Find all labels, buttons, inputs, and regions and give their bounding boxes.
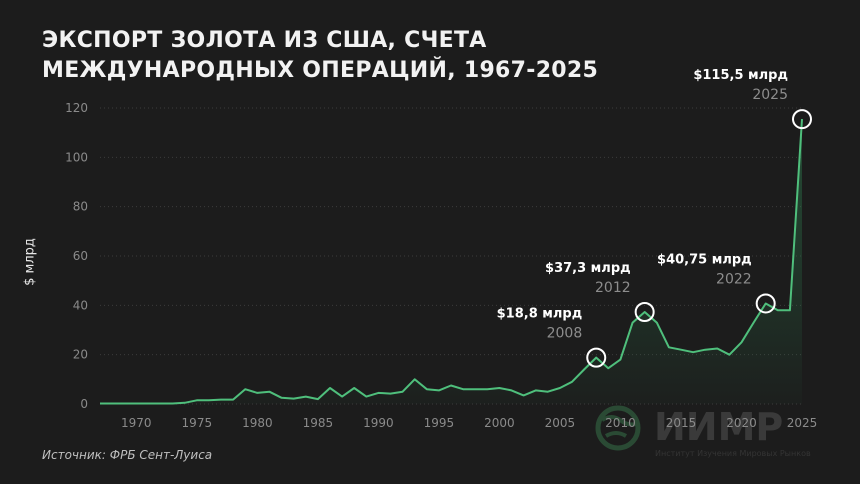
annotation-year: 2025 [752, 87, 788, 103]
y-tick-label: 60 [73, 249, 88, 263]
annotation-year: 2022 [716, 271, 752, 287]
x-tick-label: 1995 [424, 416, 455, 430]
watermark-name: ИИМР [654, 405, 783, 449]
x-tick-label: 2025 [787, 416, 818, 430]
watermark-logo: ИИМР Институт Изучения Мировых Рынков [595, 405, 811, 458]
source-note: Источник: ФРБ Сент-Луиса [42, 448, 213, 462]
highlight-marker [792, 109, 812, 130]
x-tick-label: 1975 [182, 416, 213, 430]
x-tick-label: 1970 [121, 416, 152, 430]
highlight-marker [755, 293, 776, 314]
y-tick-label: 100 [65, 150, 88, 164]
chart-title: ЭКСПОРТ ЗОЛОТА ИЗ США, СЧЕТА МЕЖДУНАРОДН… [42, 28, 599, 83]
annotation-value: $18,8 млрд [497, 307, 583, 322]
x-tick-label: 2010 [605, 416, 636, 430]
x-tick-label: 2005 [545, 416, 576, 430]
x-tick-label: 2000 [484, 416, 515, 430]
series-line [100, 119, 803, 405]
x-tick-label: 2015 [666, 416, 697, 430]
x-tick-label: 1980 [242, 416, 273, 430]
y-tick-label: 20 [73, 348, 88, 362]
annotation-year: 2008 [547, 326, 583, 342]
annotation-value: $40,75 млрд [657, 252, 752, 267]
y-tick-label: 40 [73, 298, 88, 312]
globe-icon [595, 405, 641, 451]
watermark-subtitle: Институт Изучения Мировых Рынков [655, 449, 811, 458]
x-tick-label: 2020 [726, 416, 757, 430]
y-tick-label: 120 [65, 101, 88, 115]
area-fill [100, 119, 802, 404]
x-tick-label: 1990 [363, 416, 394, 430]
highlight-marker [586, 347, 607, 368]
y-tick-label: 0 [80, 397, 88, 411]
x-tick-label: 1985 [303, 416, 334, 430]
annotation-value: $37,3 млрд [545, 261, 631, 276]
y-tick-label: 80 [73, 200, 88, 214]
highlight-marker [634, 301, 655, 322]
annotation-year: 2012 [595, 280, 631, 296]
annotation-value: $115,5 млрд [693, 68, 788, 83]
